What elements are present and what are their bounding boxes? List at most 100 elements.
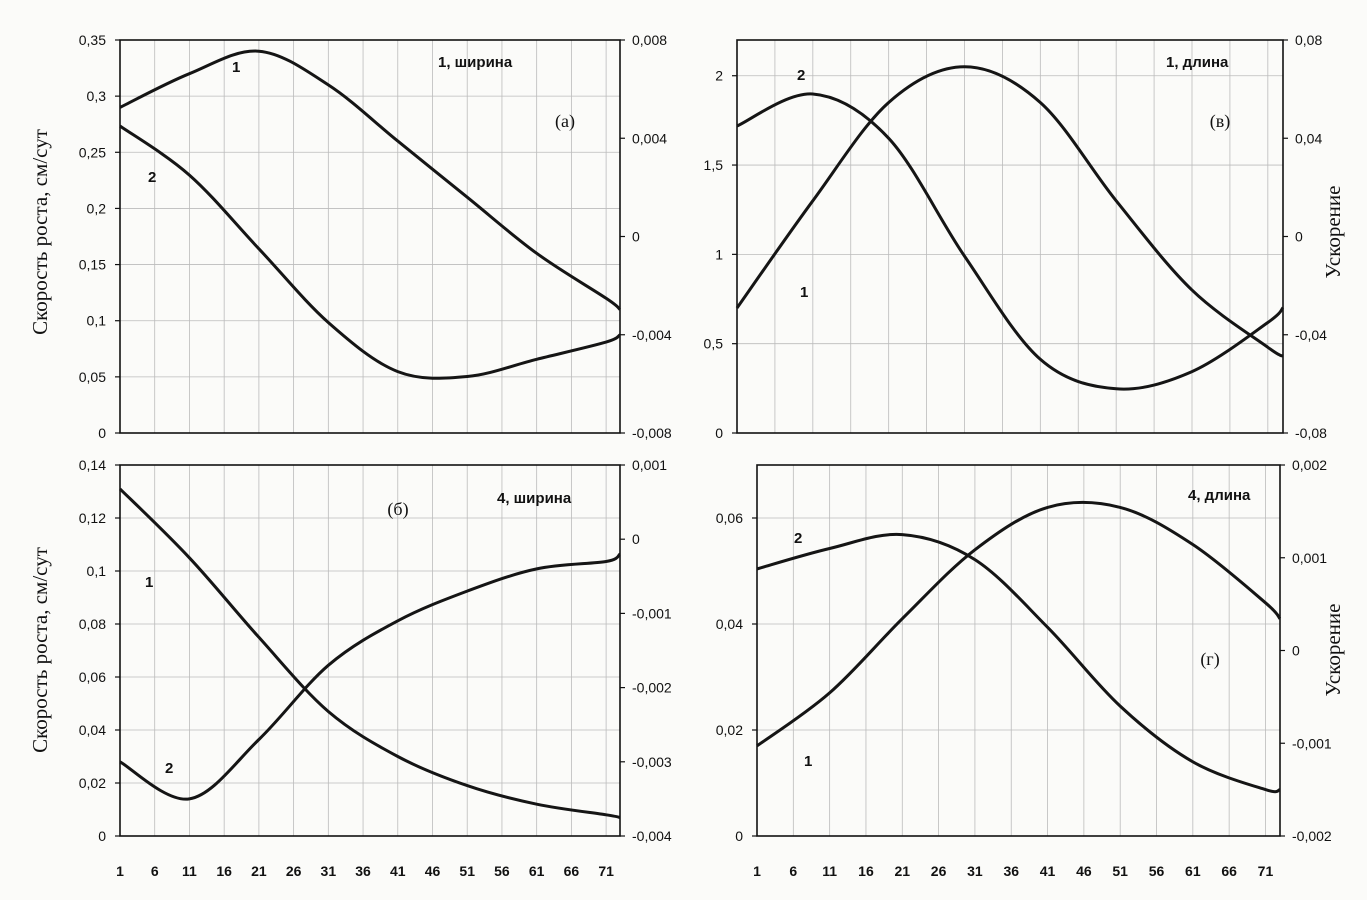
tick-label-x: 66 xyxy=(564,863,580,879)
tick-label-left: 0,15 xyxy=(79,257,106,273)
tick-label-left: 0 xyxy=(98,828,106,844)
tick-label-x: 46 xyxy=(425,863,441,879)
panel-label: (в) xyxy=(1210,111,1231,132)
tick-label-left: 0,35 xyxy=(79,32,106,48)
tick-label-right: 0,001 xyxy=(632,457,667,473)
plot-frame xyxy=(119,39,621,434)
tick-label-left: 1 xyxy=(715,246,723,262)
tick-label-x: 66 xyxy=(1221,863,1237,879)
series-line-1 xyxy=(756,500,1282,748)
tick-label-x: 6 xyxy=(151,863,159,879)
tick-label-left: 0,12 xyxy=(79,510,106,526)
series-label-2: 2 xyxy=(794,530,802,547)
tick-label-x: 21 xyxy=(251,863,267,879)
tick-label-x: 11 xyxy=(182,863,197,879)
tick-label-right: 0,001 xyxy=(1292,550,1327,566)
tick-label-right: 0 xyxy=(1295,229,1303,245)
tick-label-left: 0,2 xyxy=(87,200,107,216)
tick-label-right: -0,003 xyxy=(632,754,672,770)
tick-label-x: 36 xyxy=(355,863,371,879)
tick-label-left: 0,02 xyxy=(716,722,743,738)
tick-label-left: 0,04 xyxy=(79,722,106,738)
tick-label-right: -0,004 xyxy=(632,828,672,844)
tick-label-left: 0,14 xyxy=(79,457,106,473)
tick-label-right: -0,08 xyxy=(1295,425,1327,441)
tick-label-x: 41 xyxy=(1040,863,1056,879)
tick-label-right: -0,001 xyxy=(632,605,672,621)
tick-label-x: 31 xyxy=(967,863,983,879)
tick-label-left: 0,5 xyxy=(704,336,724,352)
tick-label-left: 0,02 xyxy=(79,775,106,791)
series-line-2 xyxy=(736,92,1285,391)
series-line-1 xyxy=(118,487,621,819)
tick-label-x: 11 xyxy=(822,863,837,879)
tick-label-right: 0,04 xyxy=(1295,130,1322,146)
tick-label-right: -0,002 xyxy=(632,680,672,696)
tick-label-x: 16 xyxy=(216,863,232,879)
tick-label-right: 0 xyxy=(632,229,640,245)
chart-title: 1, длина xyxy=(1166,54,1229,71)
chart-title: 1, ширина xyxy=(438,54,513,71)
tick-label-right: -0,008 xyxy=(632,425,672,441)
tick-label-left: 2 xyxy=(715,68,723,84)
series-label-1: 1 xyxy=(232,59,240,76)
tick-label-x: 46 xyxy=(1076,863,1092,879)
right-ylabel-top: Ускорение xyxy=(1321,186,1345,279)
tick-label-left: 0,3 xyxy=(87,88,107,104)
series-label-2: 2 xyxy=(148,169,156,186)
series-line-2 xyxy=(119,124,621,380)
series-line-1 xyxy=(119,49,622,311)
tick-label-right: 0,002 xyxy=(1292,457,1327,473)
series-label-2: 2 xyxy=(165,760,173,777)
series-label-1: 1 xyxy=(804,753,812,770)
tick-label-x: 26 xyxy=(286,863,302,879)
tick-label-x: 71 xyxy=(598,863,614,879)
left-ylabel-top: Скорость роста, см/сут xyxy=(28,129,52,335)
panel-label: (а) xyxy=(555,111,575,132)
tick-label-x: 56 xyxy=(494,863,510,879)
panel-label: (г) xyxy=(1200,649,1219,670)
tick-label-left: 0,1 xyxy=(87,313,107,329)
tick-label-x: 16 xyxy=(858,863,874,879)
tick-label-x: 6 xyxy=(789,863,797,879)
tick-label-left: 0 xyxy=(98,425,106,441)
tick-label-right: 0,004 xyxy=(632,130,667,146)
tick-label-x: 31 xyxy=(321,863,337,879)
tick-label-x: 26 xyxy=(931,863,947,879)
tick-label-x: 36 xyxy=(1003,863,1019,879)
tick-label-left: 0,08 xyxy=(79,616,106,632)
series-label-1: 1 xyxy=(145,574,153,591)
tick-label-right: -0,002 xyxy=(1292,828,1332,844)
tick-label-left: 1,5 xyxy=(704,157,724,173)
tick-label-x: 61 xyxy=(1185,863,1201,879)
tick-label-left: 0,06 xyxy=(79,669,106,685)
tick-label-left: 0 xyxy=(735,828,743,844)
tick-label-x: 51 xyxy=(1112,863,1128,879)
tick-label-left: 0,05 xyxy=(79,369,106,385)
tick-label-x: 1 xyxy=(753,863,761,879)
panel-label: (б) xyxy=(387,499,408,520)
left-ylabel-bottom: Скорость роста, см/сут xyxy=(28,547,52,753)
plot-frame xyxy=(736,39,1284,434)
tick-label-right: 0 xyxy=(632,531,640,547)
tick-label-right: 0,008 xyxy=(632,32,667,48)
tick-label-left: 0 xyxy=(715,425,723,441)
tick-label-x: 61 xyxy=(529,863,545,879)
series-line-2 xyxy=(756,532,1281,794)
chart-panel-a: 0 0,05 0,1 0,15 0,2 0,25 0,3 0,35 -0,008 -0,004 0 0… xyxy=(79,32,672,441)
tick-label-x: 56 xyxy=(1149,863,1165,879)
series-label-2: 2 xyxy=(797,67,805,84)
chart-title: 4, длина xyxy=(1188,487,1251,504)
tick-label-x: 1 xyxy=(116,863,124,879)
plot-frame xyxy=(119,464,621,837)
tick-label-x: 21 xyxy=(894,863,910,879)
tick-label-left: 0,06 xyxy=(716,510,743,526)
series-line-1 xyxy=(735,65,1284,358)
tick-label-right: -0,001 xyxy=(1292,735,1332,751)
tick-label-right: 0 xyxy=(1292,643,1300,659)
tick-label-right: 0,08 xyxy=(1295,32,1322,48)
tick-label-left: 0,25 xyxy=(79,144,106,160)
tick-label-right: -0,04 xyxy=(1295,327,1327,343)
